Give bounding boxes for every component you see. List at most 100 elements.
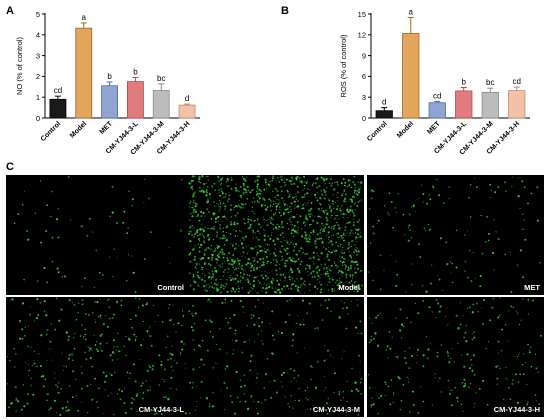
fluorescent-cell (289, 278, 291, 281)
fluorescent-cell (123, 345, 126, 347)
fluorescent-cell (476, 302, 478, 305)
fluorescent-cell (515, 310, 517, 312)
fluorescent-cell (280, 279, 282, 281)
fluorescent-cell (202, 211, 205, 214)
fluorescent-cell (196, 229, 199, 231)
fluorescent-cell (312, 221, 314, 223)
fluorescent-cell (160, 361, 162, 363)
fluorescent-cell (202, 286, 204, 288)
fluorescent-cell (252, 280, 255, 283)
fluorescent-cell (344, 226, 347, 229)
fluorescent-cell (203, 240, 205, 242)
fluorescent-cell (474, 402, 476, 405)
fluorescent-cell (15, 353, 17, 355)
fluorescent-cell (250, 247, 253, 250)
fluorescent-cell (213, 182, 216, 185)
fluorescent-cell (355, 388, 358, 391)
fluorescent-cell (210, 301, 212, 303)
fluorescent-cell (405, 361, 408, 364)
fluorescent-cell (281, 241, 283, 243)
fluorescent-cell (215, 278, 218, 281)
fluorescent-cell (103, 380, 107, 384)
fluorescent-cell (289, 266, 292, 269)
fluorescent-cell (342, 397, 345, 399)
fluorescent-cell (204, 274, 206, 277)
fluorescent-cell (527, 298, 530, 301)
fluorescent-cell (527, 313, 530, 315)
fluorescent-cell (43, 310, 46, 312)
fluorescent-cell (497, 340, 500, 343)
fluorescent-cell (406, 376, 408, 378)
fluorescent-cell (384, 381, 387, 384)
fluorescent-cell (331, 243, 334, 246)
fluorescent-cell (337, 196, 339, 199)
fluorescent-cell (422, 300, 424, 302)
fluorescent-cell (21, 338, 24, 340)
fluorescent-cell (323, 191, 326, 194)
fluorescent-cell (299, 323, 302, 326)
fluorescent-cell (349, 214, 351, 216)
fluorescent-cell (518, 323, 521, 326)
fluorescent-cell (239, 271, 242, 274)
fluorescent-cell (339, 209, 342, 212)
fluorescent-cell (348, 241, 351, 244)
fluorescent-cell (288, 247, 290, 250)
fluorescent-cell (238, 204, 240, 206)
fluorescent-cell (273, 252, 275, 254)
fluorescent-cell (61, 352, 63, 354)
fluorescent-cell (355, 202, 357, 204)
fluorescent-cell (239, 185, 242, 188)
fluorescent-cell (216, 362, 218, 365)
fluorescent-cell (291, 260, 294, 262)
fluorescent-cell (345, 276, 347, 279)
fluorescent-cell (257, 223, 261, 226)
micrograph-background (367, 297, 544, 417)
fluorescent-cell (268, 286, 270, 287)
fluorescent-cell (251, 287, 254, 290)
fluorescent-cell (360, 392, 363, 395)
fluorescent-cell (293, 230, 297, 233)
fluorescent-cell (368, 339, 370, 341)
fluorescent-cell (309, 266, 311, 269)
fluorescent-cell (287, 196, 290, 198)
fluorescent-cell (421, 285, 424, 287)
fluorescent-cell (388, 192, 391, 194)
fluorescent-cell (198, 257, 200, 259)
fluorescent-cell (314, 327, 317, 330)
fluorescent-cell (111, 211, 114, 214)
fluorescent-cell (272, 175, 274, 178)
fluorescent-cell (193, 199, 195, 202)
fluorescent-cell (408, 347, 411, 349)
fluorescent-cell (325, 178, 327, 181)
fluorescent-cell (234, 204, 238, 208)
fluorescent-cell (97, 406, 99, 409)
fluorescent-cell (239, 199, 241, 201)
fluorescent-cell (292, 257, 294, 260)
fluorescent-cell (305, 215, 308, 218)
fluorescent-cell (358, 219, 360, 221)
fluorescent-cell (328, 259, 331, 261)
fluorescent-cell (158, 354, 161, 357)
fluorescent-cell (429, 198, 432, 201)
micrograph-label: CM-YJ44-3-M (313, 405, 360, 414)
fluorescent-cell (279, 273, 282, 276)
fluorescent-cell (349, 286, 351, 288)
fluorescent-cell (225, 239, 228, 242)
fluorescent-cell (337, 244, 340, 247)
fluorescent-cell (223, 215, 226, 218)
fluorescent-cell (236, 205, 239, 208)
fluorescent-cell (525, 361, 527, 363)
fluorescent-cell (265, 208, 267, 210)
fluorescent-cell (227, 185, 229, 187)
fluorescent-cell (192, 211, 195, 214)
fluorescent-cell (338, 393, 341, 396)
fluorescent-cell (250, 266, 253, 269)
fluorescent-cell (265, 279, 267, 281)
fluorescent-cell (263, 387, 266, 389)
fluorescent-cell (85, 358, 88, 361)
fluorescent-cell (214, 247, 217, 250)
fluorescent-cell (192, 227, 194, 229)
fluorescent-cell (294, 399, 296, 402)
fluorescent-cell (327, 289, 330, 291)
fluorescent-cell (51, 261, 54, 263)
